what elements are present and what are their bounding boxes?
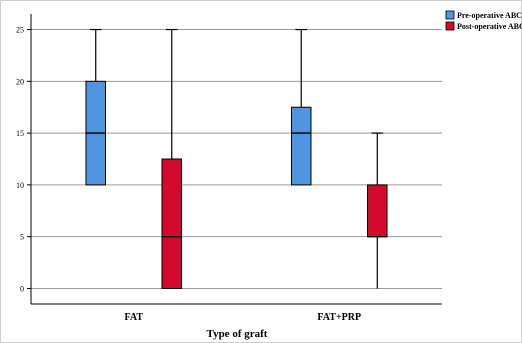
box-iqr — [367, 184, 388, 238]
y-tick-label: 0 — [20, 284, 24, 293]
x-tick-label: FAT — [124, 312, 143, 323]
legend-label: Post-operative ABC — [457, 22, 522, 31]
x-tick-label: FAT+PRP — [317, 312, 361, 323]
box-fat-1 — [161, 28, 183, 289]
box-fat-prp-1 — [367, 132, 388, 289]
y-tick-label: 5 — [20, 233, 24, 242]
y-tick-label: 10 — [16, 181, 24, 190]
legend-label: Pre-operative ABC — [457, 11, 522, 20]
legend-swatch — [445, 21, 455, 31]
axes — [30, 14, 442, 305]
box-fat-0 — [85, 28, 106, 186]
x-ticks: FAT FAT+PRP — [124, 312, 361, 323]
boxes — [85, 28, 388, 289]
box-fat-prp-0 — [290, 28, 312, 186]
y-tick-label: 20 — [16, 77, 24, 86]
box-iqr — [161, 158, 183, 289]
legend: Pre-operative ABC Post-operative ABC — [445, 10, 522, 31]
y-tick-label: 15 — [16, 129, 24, 138]
y-ticks: 0 5 10 15 20 25 — [16, 26, 31, 293]
box-iqr — [290, 106, 312, 186]
x-axis-label: Type of graft — [207, 328, 268, 340]
legend-swatch — [445, 10, 455, 20]
y-tick-label: 25 — [16, 26, 24, 35]
